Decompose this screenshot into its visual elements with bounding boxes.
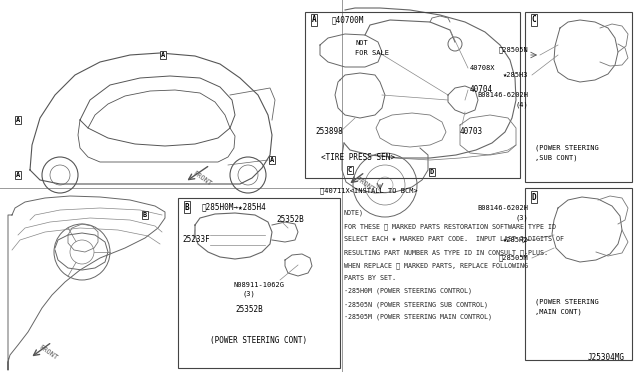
Text: FOR THESE ※ MARKED PARTS RESTORATION SOFTWARE TYPE ID: FOR THESE ※ MARKED PARTS RESTORATION SOF…	[344, 223, 556, 230]
Text: (POWER STEERING: (POWER STEERING	[535, 145, 599, 151]
Text: D: D	[430, 169, 434, 175]
Text: FOR SALE: FOR SALE	[355, 50, 389, 56]
Text: ★285H2: ★285H2	[502, 237, 528, 243]
Text: ,SUB CONT): ,SUB CONT)	[535, 155, 577, 161]
Text: FRONT: FRONT	[355, 176, 376, 193]
Text: ,MAIN CONT): ,MAIN CONT)	[535, 309, 582, 315]
Bar	[178, 198, 340, 368]
Text: B08146-6202H: B08146-6202H	[477, 92, 528, 98]
Text: (3): (3)	[515, 215, 528, 221]
Text: 25352B: 25352B	[276, 215, 304, 224]
Text: ※28505N: ※28505N	[499, 47, 528, 53]
Text: FRONT: FRONT	[38, 343, 59, 360]
Text: RESULTING PART NUMBER AS TYPE ID IN CONSULT Ⅱ-PLUS.: RESULTING PART NUMBER AS TYPE ID IN CONS…	[344, 249, 548, 256]
Text: A: A	[16, 117, 20, 123]
Text: FRONT: FRONT	[192, 170, 213, 186]
Text: ※285H0M→★285H4: ※285H0M→★285H4	[202, 202, 267, 212]
Text: 25352B: 25352B	[235, 305, 263, 314]
Text: A: A	[270, 157, 274, 163]
Text: B: B	[185, 202, 189, 212]
Text: ※28505M: ※28505M	[499, 255, 528, 261]
Text: NOTE): NOTE)	[344, 210, 364, 217]
Text: N08911-1062G: N08911-1062G	[233, 282, 284, 288]
Text: ⁀40711X<INSTALL TO BCM>: ⁀40711X<INSTALL TO BCM>	[320, 188, 418, 194]
Text: A: A	[312, 16, 316, 25]
Text: 40708X: 40708X	[470, 65, 495, 71]
Bar	[305, 12, 520, 178]
Text: WHEN REPLACE ※ MARKED PARTS, REPLACE FOLLOWING: WHEN REPLACE ※ MARKED PARTS, REPLACE FOL…	[344, 262, 528, 269]
Text: (3): (3)	[242, 291, 255, 297]
Bar	[525, 12, 632, 182]
Text: B08146-6202H: B08146-6202H	[477, 205, 528, 211]
Text: PARTS BY SET.: PARTS BY SET.	[344, 275, 396, 281]
Text: A: A	[16, 172, 20, 178]
Text: ※40700M: ※40700M	[332, 16, 364, 25]
Text: D: D	[532, 192, 536, 202]
Text: ·28505N (POWER STEERING SUB CONTROL): ·28505N (POWER STEERING SUB CONTROL)	[344, 301, 488, 308]
Text: (POWER STEERING: (POWER STEERING	[535, 299, 599, 305]
Text: NOT: NOT	[355, 40, 368, 46]
Text: 40703: 40703	[460, 128, 483, 137]
Text: J25304MG: J25304MG	[588, 353, 625, 362]
Text: ·285H0M (POWER STEERING CONTROL): ·285H0M (POWER STEERING CONTROL)	[344, 288, 472, 295]
Text: SELECT EACH ★ MARKED PART CODE.  INPUT LAST 5 DIGITS OF: SELECT EACH ★ MARKED PART CODE. INPUT LA…	[344, 236, 564, 242]
Text: ★285H3: ★285H3	[502, 72, 528, 78]
Text: C: C	[532, 16, 536, 25]
Text: (4): (4)	[515, 102, 528, 108]
Text: ·28505M (POWER STEERING MAIN CONTROL): ·28505M (POWER STEERING MAIN CONTROL)	[344, 314, 492, 321]
Text: (POWER STEERING CONT): (POWER STEERING CONT)	[210, 336, 307, 344]
Text: 253898: 253898	[315, 128, 343, 137]
Text: 25233F: 25233F	[182, 235, 210, 244]
Text: C: C	[348, 167, 352, 173]
Text: A: A	[161, 52, 165, 58]
Text: 40704: 40704	[470, 86, 493, 94]
Text: B: B	[143, 212, 147, 218]
Text: <TIRE PRESS SEN>: <TIRE PRESS SEN>	[321, 154, 395, 163]
Bar	[525, 188, 632, 360]
